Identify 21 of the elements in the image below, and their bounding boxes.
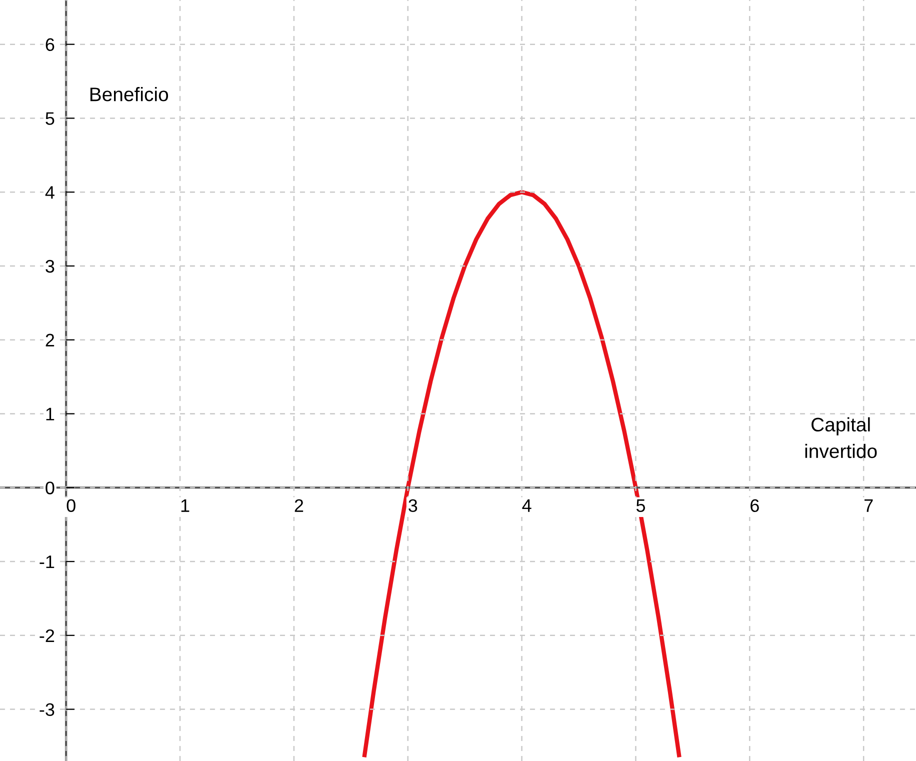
y-tick-label: 0 xyxy=(46,482,54,494)
y-tick-label: -3 xyxy=(40,703,54,716)
x-tick-label: 6 xyxy=(750,499,759,512)
y-tick-label: 5 xyxy=(46,112,54,125)
line-series xyxy=(362,190,682,758)
y-tick-label: 3 xyxy=(46,260,54,273)
y-axis-title: Beneficio xyxy=(90,86,168,102)
x-tick-label: 0 xyxy=(66,499,76,512)
y-tick-label: -2 xyxy=(40,629,54,642)
x-tick-label: 3 xyxy=(408,499,418,512)
y-tick-label: 1 xyxy=(46,408,54,420)
y-tick-label: 2 xyxy=(46,334,54,346)
y-tick-label: 4 xyxy=(45,186,54,199)
x-axis-title: Capital invertido xyxy=(805,417,877,458)
x-tick-label: 4 xyxy=(522,499,532,512)
x-tick-label: 1 xyxy=(181,499,190,512)
x-tick-label: 5 xyxy=(636,499,646,512)
y-tick-label: 6 xyxy=(46,38,54,52)
x-tick-label: 2 xyxy=(294,499,304,512)
y-tick-label: -1 xyxy=(40,556,54,568)
x-tick-label: 7 xyxy=(864,499,873,512)
